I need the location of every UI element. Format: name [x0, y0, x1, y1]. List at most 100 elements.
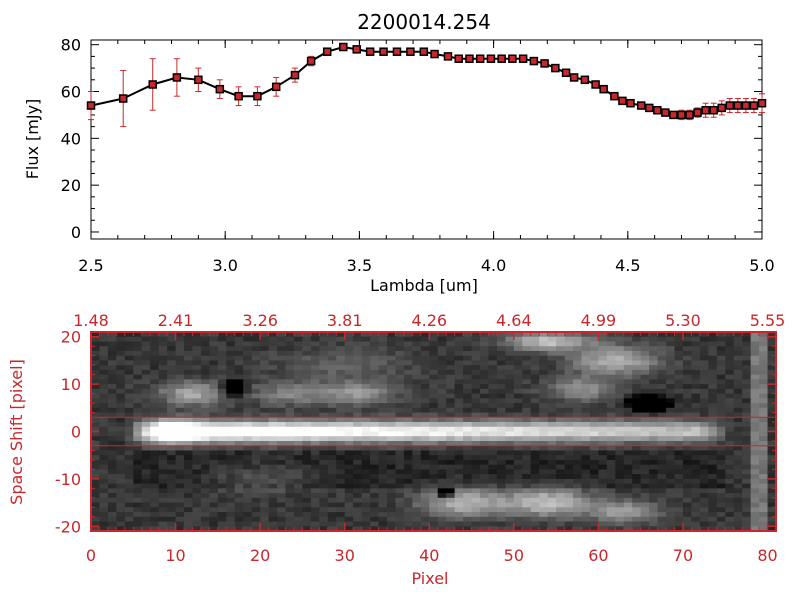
heatmap-cell — [302, 332, 312, 338]
heatmap-cell — [657, 355, 667, 362]
heatmap-cell — [437, 365, 447, 371]
heatmap-cell — [556, 350, 566, 357]
heatmap-cell — [598, 422, 608, 428]
heatmap-cell — [623, 422, 633, 428]
heatmap-cell — [302, 526, 312, 532]
heatmap-cell — [742, 493, 752, 499]
heatmap-cell — [589, 374, 600, 380]
heatmap-cell — [91, 497, 101, 504]
heatmap-cell — [91, 516, 101, 523]
heatmap-cell — [124, 407, 134, 414]
heatmap-cell — [319, 346, 329, 352]
data-point — [352, 45, 361, 54]
heatmap-cell — [209, 407, 219, 414]
heatmap-cell — [640, 417, 650, 423]
heatmap-cell — [623, 516, 633, 523]
heatmap-cell — [446, 478, 456, 485]
heatmap-cell — [293, 393, 304, 399]
heatmap-cell — [302, 412, 312, 418]
heatmap-cell — [277, 388, 287, 395]
heatmap-cell — [268, 464, 278, 471]
heatmap-cell — [277, 369, 287, 376]
heatmap-cell — [471, 369, 481, 376]
heatmap-cell — [437, 488, 447, 494]
heatmap-cell — [344, 431, 354, 437]
heatmap-cell — [691, 388, 701, 395]
heatmap-cell — [716, 374, 726, 380]
heatmap-cell — [217, 332, 227, 338]
heatmap-cell — [209, 459, 219, 466]
heatmap-cell — [361, 502, 371, 508]
heatmap-cell — [167, 341, 177, 347]
heatmap-cell — [742, 426, 752, 433]
heatmap-cell — [158, 341, 168, 347]
heatmap-cell — [547, 407, 557, 414]
x-tick-label: 4.5 — [615, 256, 640, 275]
heatmap-cell — [547, 431, 557, 437]
heatmap-cell — [243, 412, 253, 418]
heatmap-cell — [767, 379, 777, 385]
heatmap-cell — [750, 440, 760, 447]
heatmap-cell — [666, 436, 676, 442]
heatmap-cell — [632, 384, 642, 390]
heatmap-cell — [99, 336, 109, 343]
heatmap-cell — [708, 412, 718, 418]
heatmap-cell — [158, 483, 168, 489]
top-wavelength-label: 3.26 — [242, 311, 278, 330]
heatmap-cell — [708, 507, 718, 513]
heatmap-cell — [649, 445, 659, 452]
heatmap-cell — [260, 521, 270, 527]
heatmap-cell — [175, 407, 185, 414]
heatmap-cell — [336, 521, 346, 527]
heatmap-cell — [750, 445, 760, 452]
heatmap-cell — [522, 341, 532, 347]
heatmap-cell — [293, 417, 304, 423]
heatmap-cell — [682, 464, 693, 471]
heatmap-cell — [386, 493, 397, 499]
heatmap-cell — [209, 521, 219, 527]
heatmap-cell — [454, 369, 464, 376]
heatmap-cell — [767, 426, 777, 433]
heatmap-cell — [759, 384, 769, 390]
heatmap-cell — [226, 464, 236, 471]
heatmap-cell — [277, 464, 287, 471]
heatmap-cell — [234, 422, 244, 428]
heatmap-cell — [505, 474, 515, 480]
heatmap-cell — [674, 374, 684, 380]
heatmap-cell — [666, 355, 676, 362]
heatmap-cell — [539, 526, 549, 532]
heatmap-cell — [361, 332, 371, 338]
heatmap-cell — [716, 526, 726, 532]
heatmap-cell — [344, 403, 354, 409]
heatmap-cell — [750, 431, 760, 437]
heatmap-cell — [666, 407, 676, 414]
heatmap-cell — [412, 474, 422, 480]
heatmap-cell — [767, 469, 777, 475]
heatmap-cell — [141, 445, 151, 452]
heatmap-cell — [733, 369, 743, 376]
y-tick-label: 60 — [61, 83, 81, 102]
heatmap-cell — [437, 350, 447, 357]
heatmap-cell — [699, 464, 709, 471]
heatmap-cell — [200, 412, 210, 418]
heatmap-cell — [310, 440, 320, 447]
heatmap-cell — [141, 422, 151, 428]
heatmap-cell — [539, 516, 549, 523]
heatmap-cell — [124, 497, 134, 504]
heatmap-cell — [471, 417, 481, 423]
heatmap-cell — [649, 512, 659, 518]
heatmap-cell — [361, 412, 371, 418]
heatmap-cell — [632, 398, 642, 404]
heatmap-cell — [370, 507, 380, 513]
heatmap-cell — [319, 483, 329, 489]
heatmap-cell — [733, 422, 743, 428]
heatmap-cell — [733, 459, 743, 466]
heatmap-cell — [581, 384, 591, 390]
heatmap-cell — [285, 412, 295, 418]
heatmap-cell — [522, 436, 532, 442]
heatmap-cell — [564, 360, 574, 366]
heatmap-cell — [209, 422, 219, 428]
heatmap-cell — [243, 516, 253, 523]
heatmap-cell — [556, 431, 566, 437]
heatmap-cell — [716, 384, 726, 390]
